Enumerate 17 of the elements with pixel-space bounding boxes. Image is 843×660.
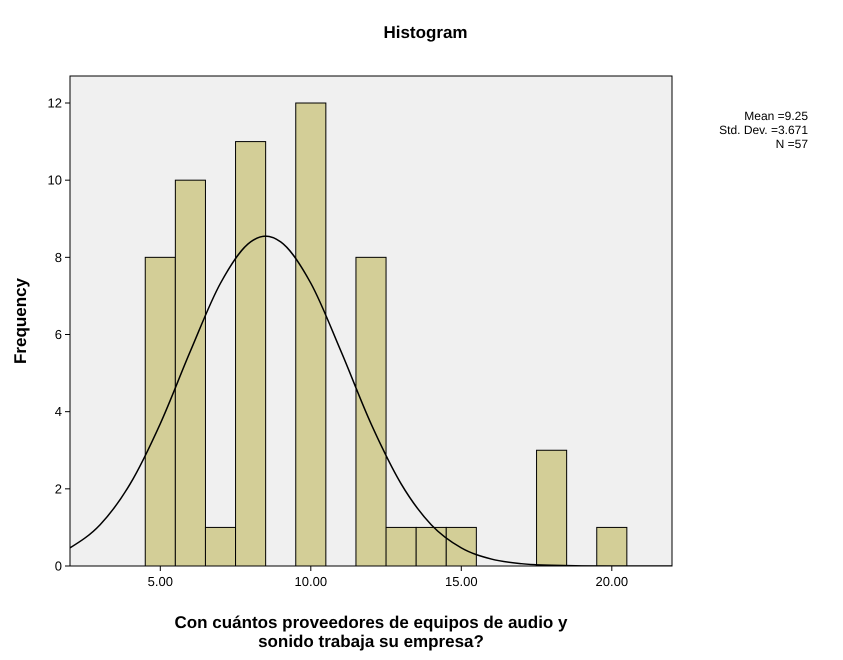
y-tick-label: 8 [54, 250, 62, 265]
text: N =57 [776, 137, 808, 151]
text: Mean =9.25 [744, 109, 808, 123]
x-tick-label: 10.00 [294, 574, 328, 589]
chart-title: Histogram [383, 23, 468, 42]
x-axis-title: Con cuántos proveedores de equipos de audio y sonido trabaja su empresa? [174, 613, 568, 651]
y-tick-label: 4 [54, 404, 62, 420]
x-tick-label: 15.00 [445, 574, 478, 589]
x-tick-label: 20.00 [596, 574, 628, 589]
y-axis-title: Frequency [11, 277, 30, 364]
y-tick-label: 6 [54, 327, 62, 342]
x-tick-label: 5.00 [148, 574, 173, 589]
y-tick-label: 10 [48, 172, 62, 188]
y-tick-label: 0 [54, 558, 62, 574]
y-tick-label: 12 [48, 96, 62, 111]
text: Std. Dev. =3.671 [719, 123, 808, 137]
y-tick-label: 2 [54, 481, 62, 496]
